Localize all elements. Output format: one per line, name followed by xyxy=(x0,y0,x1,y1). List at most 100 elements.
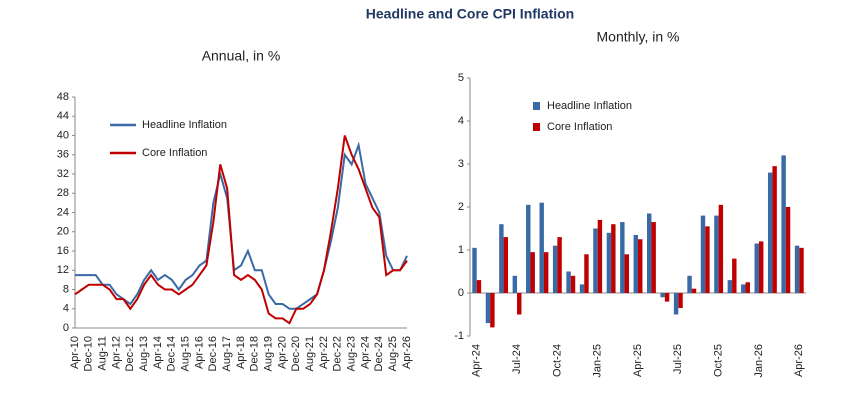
y-tick-label: 20 xyxy=(57,226,69,238)
bar xyxy=(557,237,562,293)
chart-subtitle: Annual, in % xyxy=(202,48,281,64)
bar xyxy=(647,213,652,293)
bar xyxy=(745,282,750,293)
y-tick-label: 28 xyxy=(57,187,69,199)
bar xyxy=(700,215,706,293)
bar xyxy=(606,232,612,293)
bar xyxy=(539,202,544,293)
x-tick-label: Apr-24 xyxy=(359,336,371,369)
bar xyxy=(485,293,491,324)
bar xyxy=(741,284,746,293)
y-tick-label: 12 xyxy=(57,264,69,276)
page-title: Headline and Core CPI Inflation xyxy=(366,6,574,22)
x-tick-label: Apr-12 xyxy=(110,336,122,369)
bar xyxy=(499,224,504,293)
x-tick-label: Aug-15 xyxy=(180,336,192,371)
x-tick-label: Apr-26 xyxy=(793,344,805,377)
bar xyxy=(678,293,683,309)
bar xyxy=(794,245,800,293)
bar xyxy=(660,293,665,298)
bar xyxy=(570,275,576,293)
bar xyxy=(633,234,638,293)
bar xyxy=(767,172,773,293)
y-tick-label: 0 xyxy=(458,287,464,299)
bar xyxy=(758,241,764,293)
x-tick-label: Aug-21 xyxy=(304,336,316,371)
bar xyxy=(526,204,531,293)
bar xyxy=(597,219,603,293)
y-tick-label: 2 xyxy=(458,201,464,213)
bar xyxy=(620,222,625,293)
y-tick-label: 48 xyxy=(57,91,69,103)
y-tick-label: 32 xyxy=(57,168,69,180)
line xyxy=(74,135,408,325)
x-tick-label: Apr-20 xyxy=(276,336,288,369)
bar xyxy=(651,222,656,293)
x-tick-label: Apr-25 xyxy=(632,344,644,377)
bar xyxy=(517,293,522,315)
bar xyxy=(772,166,777,293)
x-tick-label: Dec-10 xyxy=(83,336,95,371)
bar xyxy=(705,226,710,293)
bar xyxy=(638,239,643,293)
bar xyxy=(543,252,549,293)
x-tick-label: Dec-22 xyxy=(332,336,344,371)
bar xyxy=(530,252,535,293)
y-tick-label: 0 xyxy=(63,322,69,334)
legend-label: Core Inflation xyxy=(142,147,207,159)
x-tick-label: Aug-17 xyxy=(221,336,233,371)
x-tick-label: Apr-16 xyxy=(193,336,205,369)
y-tick-label: 8 xyxy=(63,283,69,295)
bar xyxy=(611,224,616,293)
bar xyxy=(566,271,571,293)
x-tick-label: Jul-24 xyxy=(511,344,523,374)
y-tick-label: 4 xyxy=(458,115,464,127)
x-tick-label: Apr-14 xyxy=(152,336,164,369)
line xyxy=(75,141,408,310)
x-tick-label: Aug-23 xyxy=(346,336,358,371)
x-tick-label: Apr-24 xyxy=(471,344,483,377)
bar xyxy=(476,280,482,293)
bar xyxy=(664,293,670,302)
x-tick-label: Jan-26 xyxy=(753,344,765,378)
bar xyxy=(472,247,477,293)
x-tick-label: Apr-26 xyxy=(401,336,413,369)
x-tick-label: Apr-10 xyxy=(69,336,81,369)
x-tick-label: Apr-22 xyxy=(318,336,330,369)
bar xyxy=(687,275,692,293)
bar xyxy=(673,293,679,315)
bar xyxy=(732,258,737,293)
bar xyxy=(727,280,733,293)
bar xyxy=(785,207,791,293)
y-tick-label: 3 xyxy=(458,158,464,170)
bar xyxy=(579,284,585,293)
x-tick-label: Apr-18 xyxy=(235,336,247,369)
x-tick-label: Dec-20 xyxy=(290,336,302,371)
x-tick-label: Oct-25 xyxy=(713,344,725,377)
bar xyxy=(512,275,518,293)
bar xyxy=(691,288,697,293)
x-tick-label: Jul-25 xyxy=(672,344,684,374)
y-tick-label: 4 xyxy=(63,303,69,315)
x-tick-label: Dec-12 xyxy=(124,336,136,371)
x-tick-label: Dec-18 xyxy=(249,336,261,371)
legend-label: Core Inflation xyxy=(547,121,612,133)
x-tick-label: Jan-25 xyxy=(592,344,604,378)
bar xyxy=(718,204,724,293)
y-tick-label: 16 xyxy=(57,245,69,257)
y-tick-label: 24 xyxy=(57,206,69,218)
y-tick-label: 36 xyxy=(57,149,69,161)
bar xyxy=(503,237,509,293)
legend-label: Headline Inflation xyxy=(547,100,632,112)
bar xyxy=(714,215,719,293)
y-tick-label: -1 xyxy=(454,330,464,342)
bar xyxy=(593,228,598,293)
legend-swatch xyxy=(533,102,540,110)
x-tick-label: Aug-13 xyxy=(138,336,150,371)
x-tick-label: Aug-11 xyxy=(97,336,109,371)
x-tick-label: Dec-16 xyxy=(207,336,219,371)
bar xyxy=(799,247,804,293)
bar xyxy=(781,155,786,293)
y-tick-label: 5 xyxy=(458,72,464,84)
